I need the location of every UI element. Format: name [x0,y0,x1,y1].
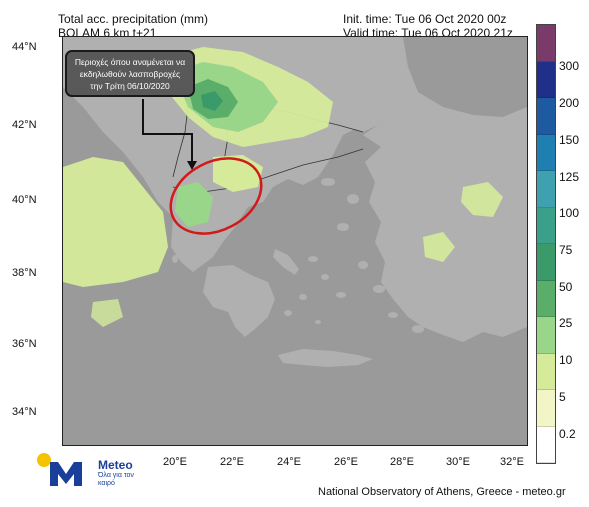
callout-line-1: Περιοχές όπου αναμένεται να [74,57,186,67]
lon-label-22: 22°E [220,456,244,468]
lat-label-40: 40°N [12,194,37,206]
map-canvas [63,37,527,367]
legend-label-100: 100 [559,206,580,220]
logo-tagline: Όλα για τον καιρό [98,472,134,487]
legend-swatch [537,317,555,354]
legend-label-200: 200 [559,96,580,110]
callout-arrowhead [187,161,197,170]
legend-label-300: 300 [559,59,580,73]
callout-box: Περιοχές όπου αναμένεται να εκδηλωθούν λ… [65,50,195,97]
callout-line-2: εκδηλωθούν λασποβροχές [79,69,181,79]
legend-swatch [537,61,555,98]
map-title: Total acc. precipitation (mm) [58,12,209,26]
lon-label-26: 26°E [334,456,358,468]
lat-label-38: 38°N [12,267,37,279]
legend-label-75: 75 [559,243,573,257]
callout-line-3: την Τρίτη 06/10/2020 [90,81,170,91]
land-peloponnese [203,265,275,337]
legend-label-125: 125 [559,170,580,184]
legend-colorbar [536,24,556,464]
legend-swatch [537,25,555,62]
legend-label-10: 10 [559,353,573,367]
legend-swatch [537,244,555,281]
legend-swatch [537,426,555,463]
legend-swatch [537,390,555,427]
legend-swatch [537,207,555,244]
legend-label-25: 25 [559,316,573,330]
legend-swatch [537,171,555,208]
legend-swatch [537,353,555,390]
land-evia [273,249,299,275]
legend-swatch [537,134,555,171]
lon-label-24: 24°E [277,456,301,468]
lon-label-28: 28°E [390,456,414,468]
lon-label-30: 30°E [446,456,470,468]
land-crete [278,349,373,367]
legend-swatch [537,98,555,135]
lat-label-42: 42°N [12,119,37,131]
meteo-logo-icon [37,453,82,486]
legend-label-5: 5 [559,390,566,404]
aegean-islands [172,178,424,333]
sea-black [403,37,527,117]
callout-arrow [142,99,193,165]
legend-label-150: 150 [559,133,580,147]
lon-label-32: 32°E [500,456,524,468]
legend-swatch [537,280,555,317]
legend-label-0-2: 0.2 [559,427,576,441]
legend-label-50: 50 [559,280,573,294]
lon-label-20: 20°E [163,456,187,468]
init-time: Init. time: Tue 06 Oct 2020 00z [343,12,507,26]
mud-rain-area-ellipse [169,157,263,235]
logo-name: Meteo [98,458,133,472]
precipitation-map [62,36,528,446]
footer-credit: National Observatory of Athens, Greece -… [318,486,566,498]
precipitation-field [63,47,503,327]
lat-label-44: 44°N [12,41,37,53]
lat-label-34: 34°N [12,406,37,418]
lat-label-36: 36°N [12,338,37,350]
